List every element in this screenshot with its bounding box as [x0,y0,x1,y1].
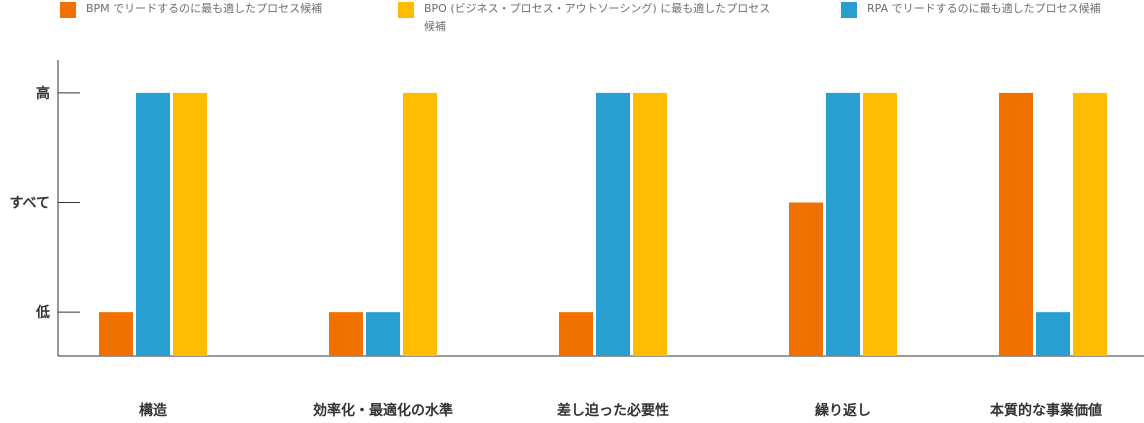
legend-swatch-rpa [841,2,857,18]
bar [173,92,207,356]
bar [559,312,593,356]
chart-legend: BPM でリードするのに最も適したプロセス候補 BPO (ビジネス・プロセス・ア… [0,0,1144,40]
y-tick-label: 低 [35,304,50,321]
x-tick-label: 構造 [139,402,167,419]
bar [403,92,437,356]
legend-item-rpa: RPA でリードするのに最も適したプロセス候補 [841,0,1141,18]
x-tick-label: 差し迫った必要性 [557,402,669,419]
legend-swatch-bpo [398,2,414,18]
y-tick-label: 高 [36,85,50,102]
x-tick-label: 本質的な事業価値 [990,402,1102,419]
x-tick-label: 効率化・最適化の水準 [313,402,453,419]
bar [863,92,897,356]
bar [329,312,363,356]
bar [999,92,1033,356]
legend-label-rpa: RPA でリードするのに最も適したプロセス候補 [867,2,1101,15]
bar [1036,312,1070,356]
legend-item-bpm: BPM でリードするのに最も適したプロセス候補 [60,0,380,18]
bar [366,312,400,356]
legend-label-bpm: BPM でリードするのに最も適したプロセス候補 [86,2,323,15]
y-tick-label: すべて [10,196,50,212]
bar [1073,92,1107,356]
legend-swatch-bpm [60,2,76,18]
legend-item-bpo: BPO (ビジネス・プロセス・アウトソーシング) に最も適したプロセス候補 [398,0,778,36]
bar [789,202,823,356]
bar [99,312,133,356]
legend-label-bpo: BPO (ビジネス・プロセス・アウトソーシング) に最も適したプロセス候補 [424,2,771,33]
x-tick-label: 繰り返し [815,402,871,419]
bar [596,92,630,356]
bar [136,92,170,356]
bar [826,92,860,356]
bar [633,92,667,356]
